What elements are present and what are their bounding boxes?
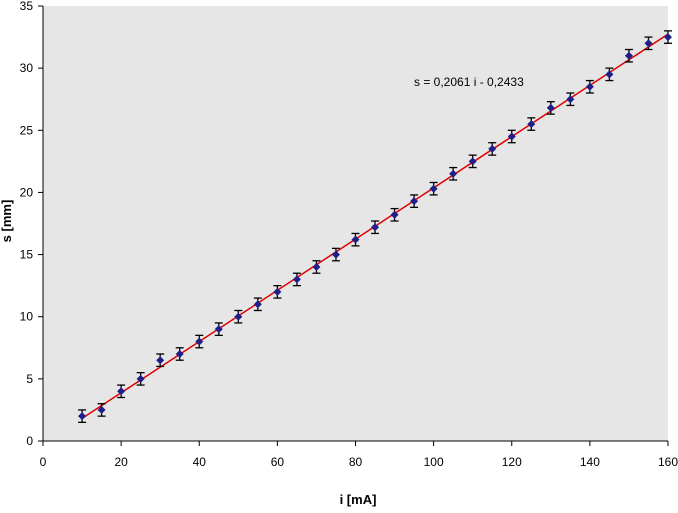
data-point <box>371 220 380 235</box>
diamond-marker <box>664 33 672 42</box>
x-tick-label: 60 <box>271 455 285 469</box>
data-point <box>585 79 594 94</box>
data-point <box>624 48 633 63</box>
diamond-marker <box>273 287 282 296</box>
data-point <box>97 403 106 417</box>
x-tick-label: 20 <box>114 455 128 469</box>
diamond-marker <box>429 184 438 193</box>
y-axis-title: s [mm] <box>0 200 14 243</box>
data-point <box>351 232 360 247</box>
data-point <box>195 334 204 349</box>
data-point <box>175 347 184 361</box>
y-tick-label: 15 <box>20 248 34 262</box>
data-point <box>156 353 165 368</box>
diamond-marker <box>546 103 555 112</box>
data-point <box>566 92 575 107</box>
diamond-marker <box>351 235 360 244</box>
diamond-marker <box>253 300 262 309</box>
y-tick-label: 35 <box>20 0 34 13</box>
diamond-marker <box>624 51 633 60</box>
diamond-marker <box>507 132 516 141</box>
x-tick-label: 0 <box>40 455 47 469</box>
data-point <box>605 67 614 82</box>
diamond-marker <box>175 350 184 358</box>
data-point <box>78 409 87 424</box>
data-point <box>664 30 672 44</box>
diamond-marker <box>331 250 340 259</box>
data-point <box>292 272 301 287</box>
data-point <box>546 101 555 115</box>
data-point <box>273 284 282 299</box>
diamond-marker <box>644 39 653 48</box>
x-tick-label: 100 <box>424 455 444 469</box>
data-point <box>117 384 126 399</box>
diamond-marker <box>292 275 301 284</box>
x-tick-label: 160 <box>658 455 678 469</box>
data-point <box>468 154 477 169</box>
diamond-marker <box>468 157 477 166</box>
diamond-marker <box>234 312 243 321</box>
x-tick-label: 40 <box>193 455 207 469</box>
data-point <box>234 309 243 324</box>
data-point <box>312 260 321 274</box>
diamond-marker <box>78 412 87 421</box>
data-point <box>253 297 262 312</box>
x-tick-label: 120 <box>502 455 522 469</box>
diamond-marker <box>566 95 575 104</box>
diamond-marker <box>97 405 106 414</box>
y-tick-label: 30 <box>20 61 34 75</box>
plot-area <box>43 6 668 441</box>
data-point <box>390 207 399 222</box>
diamond-marker <box>410 197 419 206</box>
diamond-marker <box>136 374 145 383</box>
diamond-marker <box>156 356 165 365</box>
data-point <box>527 117 536 131</box>
y-tick-label: 10 <box>20 310 34 324</box>
y-tick-label: 20 <box>20 185 34 199</box>
diamond-marker <box>585 82 594 91</box>
data-point <box>488 142 497 156</box>
data-points <box>78 30 672 424</box>
x-tick-label: 80 <box>349 455 363 469</box>
diamond-marker <box>312 263 321 271</box>
data-point <box>331 247 340 262</box>
diamond-marker <box>195 337 204 346</box>
data-point <box>644 36 653 51</box>
x-axis-title: i [mA] <box>340 492 377 507</box>
data-point <box>429 181 438 196</box>
diamond-marker <box>488 144 497 153</box>
data-point <box>449 166 458 181</box>
diamond-marker <box>527 120 536 129</box>
diamond-marker <box>605 70 614 79</box>
y-tick-label: 5 <box>26 372 33 386</box>
diamond-marker <box>371 223 380 232</box>
diamond-marker <box>449 169 458 178</box>
diamond-marker <box>117 387 126 396</box>
data-point <box>136 371 145 386</box>
data-point <box>507 129 516 144</box>
y-tick-label: 25 <box>20 123 34 137</box>
diamond-marker <box>390 210 399 219</box>
data-point <box>410 194 419 208</box>
diamond-marker <box>214 325 223 334</box>
x-tick-label: 140 <box>580 455 600 469</box>
data-point <box>214 322 223 337</box>
y-tick-label: 0 <box>26 434 33 448</box>
fit-equation-label: s = 0,2061 i - 0,2433 <box>414 75 524 89</box>
axis-ticks: 0 20 40 60 80 100 120 140 160 0 5 10 15 20 25 30 35 <box>20 0 678 469</box>
